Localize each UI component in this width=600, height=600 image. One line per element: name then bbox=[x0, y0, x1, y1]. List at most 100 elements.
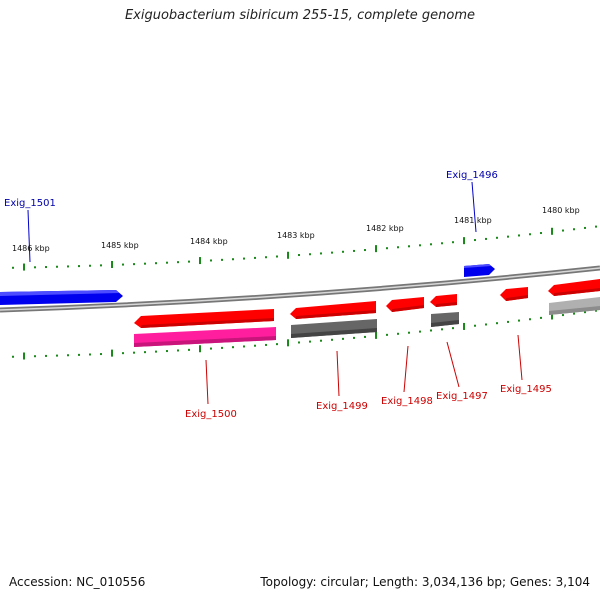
bottom-scale-minor-tick bbox=[133, 351, 135, 354]
gene-label-exig-1499[interactable]: Exig_1499 bbox=[316, 401, 368, 412]
top-scale-minor-tick bbox=[34, 266, 36, 269]
top-scale-minor-tick bbox=[188, 260, 190, 263]
bottom-scale-minor-tick bbox=[100, 353, 102, 356]
top-scale-minor-tick bbox=[485, 237, 487, 240]
top-scale-minor-tick bbox=[89, 264, 91, 267]
top-scale-minor-tick bbox=[133, 263, 135, 266]
scale-labels: 1486 kbp 1485 kbp 1484 kbp 1483 kbp 1482… bbox=[12, 206, 580, 253]
bottom-scale-minor-tick bbox=[595, 309, 597, 312]
footer-accession: Accession: NC_010556 bbox=[9, 575, 146, 589]
gene-right-edge[interactable] bbox=[548, 279, 600, 296]
top-scale-minor-tick bbox=[177, 261, 179, 264]
bottom-scale-minor-tick bbox=[353, 336, 355, 339]
top-scale-major-tick bbox=[375, 245, 377, 253]
top-scale-minor-tick bbox=[430, 243, 432, 246]
feature-pink[interactable] bbox=[134, 327, 276, 347]
scale-label-1486: 1486 kbp bbox=[12, 244, 50, 253]
feature-dark-gray-1[interactable] bbox=[291, 319, 377, 338]
top-scale-minor-tick bbox=[243, 257, 245, 260]
reverse-strand-genes bbox=[134, 279, 600, 328]
gene-exig-1496[interactable] bbox=[464, 264, 495, 277]
top-scale-minor-tick bbox=[100, 264, 102, 267]
bottom-scale-major-tick bbox=[23, 352, 25, 360]
bottom-scale-minor-tick bbox=[144, 351, 146, 354]
bottom-scale-minor-tick bbox=[265, 343, 267, 346]
top-scale-minor-tick bbox=[518, 234, 520, 237]
top-scale-minor-tick bbox=[507, 235, 509, 238]
top-scale-minor-tick bbox=[595, 225, 597, 228]
gene-label-exig-1498[interactable]: Exig_1498 bbox=[381, 396, 433, 407]
top-scale-minor-tick bbox=[397, 246, 399, 249]
bottom-scale-minor-tick bbox=[155, 350, 157, 353]
bottom-scale-minor-tick bbox=[441, 328, 443, 331]
bottom-scale-ticks bbox=[12, 309, 597, 360]
top-scale-minor-tick bbox=[166, 261, 168, 264]
gene-exig-1499[interactable] bbox=[290, 301, 376, 319]
bottom-scale-minor-tick bbox=[507, 320, 509, 323]
bottom-scale-minor-tick bbox=[485, 323, 487, 326]
bottom-scale-minor-tick bbox=[540, 316, 542, 319]
bottom-scale-minor-tick bbox=[496, 322, 498, 325]
top-scale-major-tick bbox=[551, 227, 553, 235]
bottom-scale-minor-tick bbox=[45, 354, 47, 357]
gene-exig-1497[interactable] bbox=[430, 294, 457, 307]
bottom-scale-minor-tick bbox=[56, 354, 58, 357]
scale-label-1481: 1481 kbp bbox=[454, 216, 492, 225]
top-scale-major-tick bbox=[111, 260, 113, 268]
top-scale-minor-tick bbox=[144, 262, 146, 265]
bottom-scale-minor-tick bbox=[89, 353, 91, 356]
bottom-scale-minor-tick bbox=[122, 352, 124, 355]
top-scale-minor-tick bbox=[309, 253, 311, 256]
top-scale-minor-tick bbox=[298, 254, 300, 257]
gene-label-exig-1500[interactable]: Exig_1500 bbox=[185, 409, 237, 420]
gene-exig-1498[interactable] bbox=[386, 297, 424, 312]
top-scale-minor-tick bbox=[419, 244, 421, 247]
bottom-scale-major-tick bbox=[287, 339, 289, 347]
bottom-scale-minor-tick bbox=[67, 354, 69, 357]
top-scale-minor-tick bbox=[331, 251, 333, 254]
feature-dark-gray-2[interactable] bbox=[431, 312, 459, 327]
bottom-scale-major-tick bbox=[551, 312, 553, 320]
top-scale-minor-tick bbox=[441, 242, 443, 245]
top-scale-minor-tick bbox=[562, 229, 564, 232]
top-scale-minor-tick bbox=[573, 228, 575, 231]
gene-label-exig-1497[interactable]: Exig_1497 bbox=[436, 391, 488, 402]
top-scale-minor-tick bbox=[221, 258, 223, 261]
top-scale-minor-tick bbox=[45, 266, 47, 269]
scale-label-1484: 1484 kbp bbox=[190, 237, 228, 246]
bottom-scale-major-tick bbox=[375, 331, 377, 339]
bottom-scale-minor-tick bbox=[232, 346, 234, 349]
bottom-scale-major-tick bbox=[111, 349, 113, 357]
feature-light-gray[interactable] bbox=[549, 297, 600, 315]
top-scale-minor-tick bbox=[155, 262, 157, 265]
bottom-scale-minor-tick bbox=[320, 339, 322, 342]
bottom-scale-minor-tick bbox=[408, 331, 410, 334]
gene-label-exig-1495[interactable]: Exig_1495 bbox=[500, 384, 552, 395]
top-scale-minor-tick bbox=[529, 233, 531, 236]
top-scale-minor-tick bbox=[210, 259, 212, 262]
bottom-scale-minor-tick bbox=[474, 324, 476, 327]
top-scale-minor-tick bbox=[254, 256, 256, 259]
bottom-scale-minor-tick bbox=[518, 319, 520, 322]
bottom-scale-minor-tick bbox=[309, 340, 311, 343]
bottom-scale-minor-tick bbox=[331, 338, 333, 341]
label-leaders bbox=[27, 181, 523, 405]
bottom-scale-minor-tick bbox=[177, 349, 179, 352]
top-scale-minor-tick bbox=[540, 232, 542, 235]
bottom-scale-minor-tick bbox=[188, 348, 190, 351]
gene-label-exig-1501[interactable]: Exig_1501 bbox=[4, 198, 56, 209]
gene-exig-1501[interactable] bbox=[0, 290, 123, 305]
top-scale-minor-tick bbox=[320, 252, 322, 255]
bottom-scale-minor-tick bbox=[452, 327, 454, 330]
scale-label-1480: 1480 kbp bbox=[542, 206, 580, 215]
bottom-scale-minor-tick bbox=[419, 330, 421, 333]
scale-label-1483: 1483 kbp bbox=[277, 231, 315, 240]
gene-label-exig-1496[interactable]: Exig_1496 bbox=[446, 170, 498, 181]
bottom-scale-minor-tick bbox=[529, 318, 531, 321]
gene-exig-1495[interactable] bbox=[500, 287, 528, 301]
bottom-scale-minor-tick bbox=[210, 347, 212, 350]
bottom-scale-minor-tick bbox=[342, 337, 344, 340]
bottom-scale-major-tick bbox=[463, 322, 465, 330]
gene-exig-1500[interactable] bbox=[134, 309, 274, 328]
